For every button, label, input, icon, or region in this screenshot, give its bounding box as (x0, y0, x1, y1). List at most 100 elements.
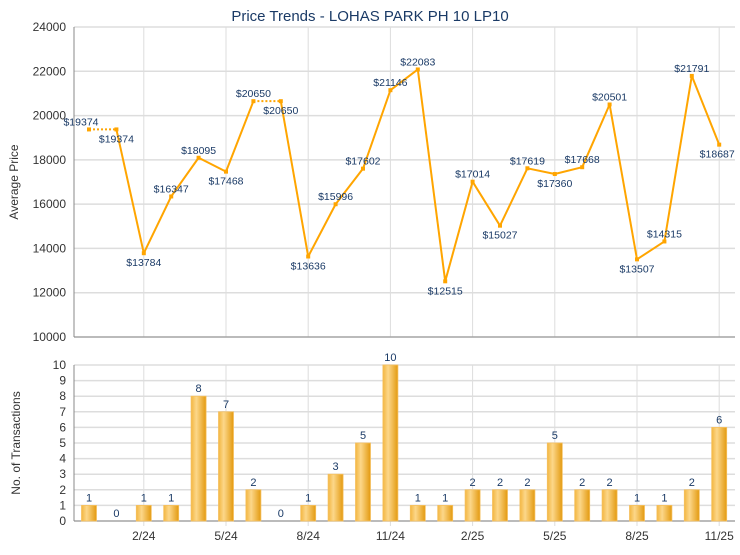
price-data-label: $13636 (291, 260, 326, 272)
y-tick-label: 5 (59, 436, 66, 450)
price-line-segment (444, 181, 474, 282)
price-data-label: $21146 (373, 77, 407, 89)
y-tick-label: 7 (59, 405, 66, 419)
bar-data-label: 1 (661, 492, 667, 504)
price-data-label: $15996 (318, 191, 353, 203)
price-point (498, 223, 502, 228)
bar-data-label: 10 (384, 352, 396, 364)
bar-data-label: 1 (305, 492, 311, 504)
bar-data-label: 2 (579, 477, 585, 489)
price-point (470, 179, 475, 184)
price-line-segment (527, 167, 556, 176)
y-tick-label: 10 (53, 358, 67, 372)
y-tick-label: 18000 (33, 153, 67, 167)
transaction-bar (656, 504, 673, 522)
price-line-segment (307, 203, 337, 257)
x-tick-label: 11/24 (376, 529, 405, 543)
bar-data-label: 1 (442, 492, 448, 504)
transaction-bar (355, 442, 371, 522)
y-axis-label-transactions: No. of Transactions (9, 391, 23, 494)
bar-data-label: 2 (497, 477, 503, 489)
price-line-segment (389, 68, 419, 91)
price-line-segment (279, 101, 310, 257)
price-point (251, 99, 256, 104)
transaction-bar (81, 504, 97, 522)
bar-data-label: 5 (552, 430, 558, 442)
price-data-label: $17360 (537, 178, 572, 190)
y-axis-label-price: Average Price (7, 144, 21, 219)
price-data-label: $14315 (647, 228, 682, 240)
x-tick-label: 5/24 (214, 529, 238, 543)
price-point (196, 155, 201, 160)
price-point (580, 165, 585, 170)
price-data-label: $17619 (510, 155, 545, 167)
price-point (388, 88, 393, 93)
transaction-bar (546, 442, 563, 522)
price-point (415, 67, 420, 72)
x-tick-label: 8/24 (297, 529, 321, 543)
price-data-label: $17468 (208, 176, 243, 188)
price-line-segment (362, 89, 392, 169)
price-point (443, 279, 448, 284)
y-tick-label: 14000 (33, 241, 67, 255)
price-data-label: $21791 (674, 63, 709, 75)
price-point (361, 166, 365, 171)
y-tick-label: 6 (59, 420, 66, 434)
price-data-label: $17014 (455, 169, 490, 181)
price-line-segment (115, 129, 145, 254)
price-line-segment (581, 104, 611, 168)
price-data-label: $12515 (428, 285, 463, 297)
price-point (141, 251, 146, 256)
y-tick-label: 9 (59, 374, 66, 388)
transaction-bar (683, 489, 700, 522)
bar-data-label: 2 (524, 477, 530, 489)
price-line-segment (499, 167, 529, 227)
price-point (635, 257, 639, 262)
price-line-segment (142, 196, 173, 254)
price-line-segment (554, 166, 583, 175)
price-data-label: $20650 (236, 88, 271, 100)
price-point (525, 166, 530, 171)
price-point (662, 239, 667, 244)
bar-data-label: 3 (333, 461, 339, 473)
price-line-segment (334, 168, 364, 205)
price-data-label: $17602 (345, 156, 380, 168)
price-line-segment (471, 181, 501, 227)
bar-data-label: 0 (113, 508, 119, 520)
y-tick-label: 24000 (33, 20, 67, 34)
price-line-segment (636, 240, 665, 261)
price-data-label: $18687 (700, 149, 735, 161)
bar-data-label: 8 (196, 383, 202, 395)
transaction-bar (437, 504, 454, 522)
price-data-label: $19374 (99, 133, 134, 145)
bar-data-label: 0 (278, 508, 284, 520)
y-tick-label: 22000 (33, 64, 67, 78)
bar-data-label: 7 (223, 399, 229, 411)
price-line-segment (416, 69, 447, 282)
y-tick-label: 2 (59, 483, 66, 497)
price-line-segment (170, 157, 200, 198)
price-point (333, 202, 338, 207)
price-data-label: $18095 (181, 145, 216, 157)
bar-data-label: 1 (86, 492, 92, 504)
price-point (717, 142, 722, 147)
transaction-bar (163, 504, 180, 522)
price-point (689, 73, 694, 78)
bar-data-label: 5 (360, 430, 366, 442)
x-tick-label: 5/25 (543, 529, 567, 543)
transaction-bar (601, 489, 618, 522)
x-tick-label: 2/24 (132, 529, 156, 543)
y-tick-label: 16000 (33, 197, 67, 211)
price-point (278, 99, 283, 104)
bar-data-label: 2 (250, 477, 256, 489)
transaction-bar (464, 489, 481, 522)
bar-data-label: 6 (716, 414, 722, 426)
price-data-label: $15027 (482, 230, 517, 242)
transaction-bar (492, 489, 508, 522)
transaction-bar (574, 489, 591, 522)
bar-data-label: 1 (415, 492, 421, 504)
price-data-label: $22083 (400, 56, 435, 68)
x-tick-label: 11/25 (705, 529, 734, 543)
